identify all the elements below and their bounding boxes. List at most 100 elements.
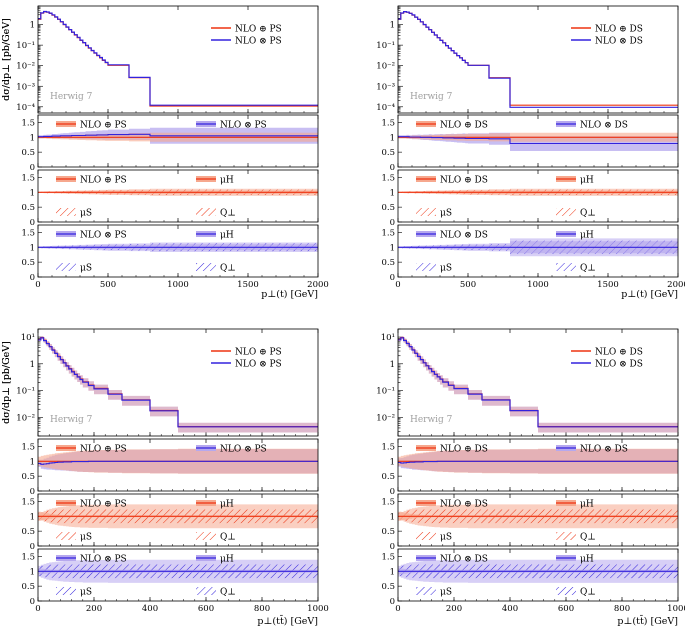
ratio1-legend-red-label: NLO ⊕ DS (440, 445, 488, 455)
main-panel-frame (37, 328, 319, 437)
y-tick-label: 0 (30, 597, 35, 607)
ratio1-legend-red-label: NLO ⊕ PS (80, 121, 127, 131)
ratio_panel_3-legend-mu-s-swatch (416, 587, 436, 595)
x-tick-label: 1000 (527, 280, 549, 290)
y-tick-label: 1 (390, 21, 395, 31)
ratio1-legend-red-label: NLO ⊕ DS (440, 121, 488, 131)
ratio_panel_3-legend-mu-h-label: μH (580, 231, 594, 241)
y-axis-label: dσ/dp⊥ [pb/GeV] (1, 341, 12, 424)
ratio_panel_3-legend-mu-s-swatch (416, 263, 436, 271)
y-tick-label: 10⁻⁴ (376, 103, 395, 113)
y-tick-label: 1.5 (21, 173, 35, 183)
y-tick-label: 0 (390, 487, 395, 497)
x-tick-label: 1500 (597, 280, 619, 290)
chart-2: 1 10⁻¹ 10⁻² 10⁻³ 10⁻⁴ dσ/dp⊥ [pb/GeV] NLO ⊕ DS… (1, 5, 685, 300)
y-tick-label: 0 (390, 218, 395, 228)
ratio_panel_3-legend-mu-h-label: μH (580, 555, 594, 565)
ratio_panel_2-frame (37, 493, 319, 547)
y-tick-label: 10⁻¹ (376, 387, 395, 397)
ratio_panel_3-legend-mu-s-label: μS (440, 588, 452, 598)
ratio1-frame (397, 114, 679, 168)
y-tick-label: 10⁻² (376, 62, 395, 72)
y-tick-label: 1 (30, 133, 35, 143)
ratio_panel_2-legend-q-perp-label: Q⊥ (580, 533, 596, 543)
y-tick-label: 10⁻³ (16, 82, 35, 92)
generator-label: Herwig 7 (410, 415, 453, 425)
legend-red-label: NLO ⊕ PS (235, 348, 282, 358)
y-tick-label: 0 (30, 218, 35, 228)
ratio_panel_2-legend-mu-s-label: μS (80, 533, 92, 543)
ratio_panel_2-legend-mu-s-label: μS (80, 209, 92, 219)
ratio_panel_2-legend-nominal-label: NLO ⊕ DS (440, 500, 488, 510)
ratio_panel_3-legend-mu-s-label: μS (440, 264, 452, 274)
ratio_panel_3-legend-q-perp-label: Q⊥ (580, 588, 596, 598)
ratio_panel_3-frame (37, 224, 319, 278)
y-tick-label: 1 (30, 567, 35, 577)
x-tick-label: 800 (254, 604, 270, 614)
ratio_panel_2-frame (37, 169, 319, 223)
ratio_panel_2-frame (397, 493, 679, 547)
series-blue-line (398, 11, 678, 108)
y-tick-label: 0.5 (381, 203, 395, 213)
y-tick-label: 0.5 (381, 472, 395, 482)
ratio_panel_3-legend-q-perp-swatch (556, 263, 576, 271)
y-axis-label: dσ/dp⊥ [pb/GeV] (1, 341, 12, 424)
y-tick-label: 1 (30, 457, 35, 467)
x-axis-label: p⊥(tt̄) [GeV] (617, 615, 678, 627)
ratio_panel_2-legend-nominal-label: NLO ⊕ PS (80, 500, 127, 510)
y-tick-label: 0 (30, 163, 35, 173)
x-axis-label: p⊥(t) [GeV] (621, 289, 678, 300)
legend-blue-label: NLO ⊗ DS (595, 37, 643, 47)
y-tick-label: 10⁻¹ (376, 41, 395, 51)
series-blue-line (38, 10, 318, 106)
ratio_panel_3-legend-q-perp-label: Q⊥ (220, 588, 236, 598)
x-tick-label: 0 (395, 604, 400, 614)
x-axis-label: p⊥(t) [GeV] (261, 289, 318, 300)
main-panel-frame (37, 5, 319, 114)
y-axis-label: dσ/dp⊥ [pb/GeV] (1, 18, 12, 101)
ratio1-blue-line (38, 460, 318, 465)
ratio_panel_3-legend-mu-h-label: μH (220, 231, 234, 241)
x-tick-label: 200 (86, 604, 102, 614)
y-tick-label: 1 (390, 243, 395, 253)
ratio_panel_3-legend-mu-h-label: μH (220, 555, 234, 565)
y-tick-label: 0.5 (21, 582, 35, 592)
ratio_panel_3-legend-mu-s-swatch (56, 263, 76, 271)
chart-3: 10¹ 1 10⁻¹ 10⁻² dσ/dp⊥ [pb/GeV] NLO ⊕ PS NLO ⊗… (1, 328, 329, 627)
ratio1-legend-blue-label: NLO ⊗ PS (220, 121, 267, 131)
ratio_panel_3-legend-nominal-label: NLO ⊗ DS (440, 231, 488, 241)
y-tick-label: 0 (30, 487, 35, 497)
y-tick-label: 1.5 (21, 497, 35, 507)
ratio_panel_2-legend-mu-s-label: μS (440, 209, 452, 219)
y-tick-label: 0.5 (21, 527, 35, 537)
y-tick-label: 0 (390, 163, 395, 173)
ratio_panel_2-legend-mu-h-label: μH (220, 500, 234, 510)
series-blue-line (38, 337, 318, 428)
ratio_panel_3-legend-nominal-label: NLO ⊗ PS (80, 555, 127, 565)
x-axis-label: p⊥(tt̄) [GeV] (257, 615, 318, 627)
y-tick-label: 0.5 (21, 258, 35, 268)
ratio_panel_2-legend-nominal-label: NLO ⊕ DS (440, 176, 488, 186)
x-tick-label: 600 (198, 604, 214, 614)
x-tick-label: 1000 (167, 280, 189, 290)
y-tick-label: 0.5 (381, 148, 395, 158)
y-tick-label: 1.5 (381, 173, 395, 183)
y-tick-label: 1.5 (21, 118, 35, 128)
ratio_panel_2-legend-mu-s-swatch (56, 208, 76, 216)
x-tick-label: 800 (614, 604, 630, 614)
y-tick-label: 1.5 (21, 442, 35, 452)
ratio1-legend-red-label: NLO ⊕ PS (80, 445, 127, 455)
x-tick-label: 0 (35, 280, 40, 290)
ratio_panel_2-legend-q-perp-label: Q⊥ (220, 209, 236, 219)
ratio_panel_2-legend-q-perp-swatch (196, 208, 216, 216)
y-tick-label: 10⁻³ (376, 82, 395, 92)
ratio1-blue-line (398, 136, 678, 145)
y-tick-label: 0 (30, 273, 35, 283)
ratio1-blue-line (38, 133, 318, 138)
ratio_panel_3-legend-q-perp-swatch (556, 587, 576, 595)
y-tick-label: 10⁻¹ (16, 41, 35, 51)
generator-label: Herwig 7 (50, 92, 93, 102)
ratio_panel_2-legend-nominal-label: NLO ⊕ PS (80, 176, 127, 186)
x-tick-label: 200 (446, 604, 462, 614)
ratio1-legend-blue-label: NLO ⊗ DS (580, 445, 628, 455)
